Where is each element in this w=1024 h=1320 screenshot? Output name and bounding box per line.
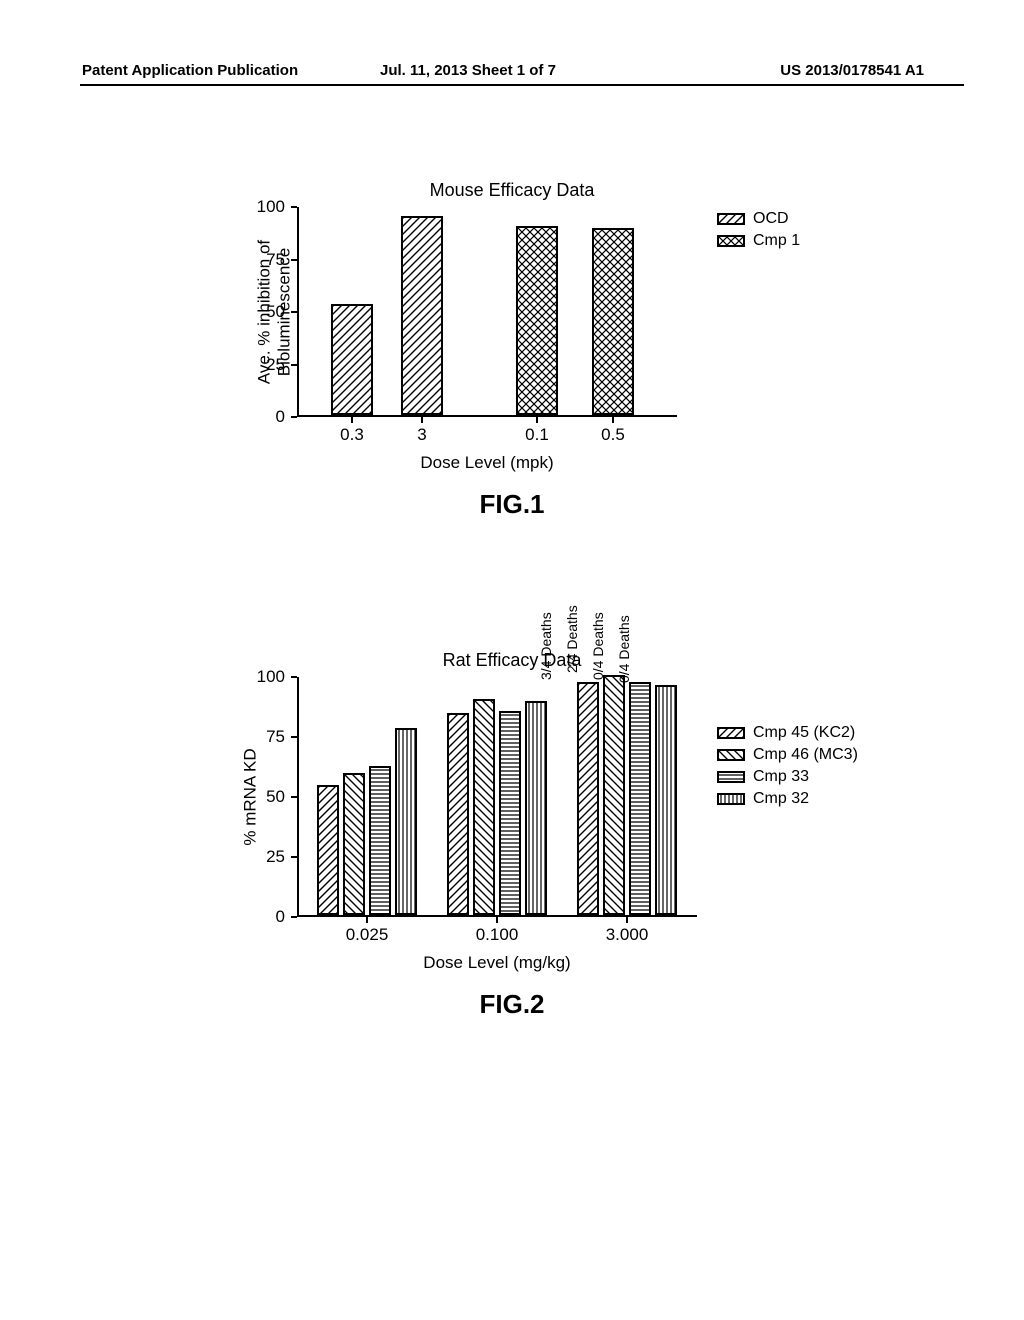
header-left: Patent Application Publication: [82, 62, 298, 79]
fig2-caption: FIG.2: [177, 989, 847, 1020]
figure-1: Mouse Efficacy Data Ave. % inhibition of…: [177, 180, 847, 540]
legend-label: Cmp 32: [753, 790, 809, 808]
legend-swatch-icon: [717, 235, 745, 247]
fig1-y-tick-label: 50: [266, 302, 297, 322]
fig1-plot-area: Ave. % inhibition of Bioluminescence Dos…: [297, 207, 677, 417]
legend-label: Cmp 33: [753, 768, 809, 786]
fig1-y-tick-label: 0: [276, 407, 297, 427]
fig2-bar-note: 3/4 Deaths: [538, 612, 554, 680]
legend-swatch-icon: [717, 727, 745, 739]
figure-2: Rat Efficacy Data % mRNA KD Dose Level (…: [177, 650, 847, 1090]
fig2-bar-g1-s0: [447, 713, 469, 915]
fig2-plot-area: % mRNA KD Dose Level (mg/kg) 02550751000…: [297, 677, 697, 917]
fig1-legend: OCD Cmp 1: [717, 210, 800, 254]
fig2-bar-g2-s0: 3/4 Deaths: [577, 682, 599, 915]
fig1-y-tick-label: 75: [266, 250, 297, 270]
fig1-x-tick-label: 0.1: [525, 417, 549, 445]
fig1-x-tick-label: 0.5: [601, 417, 625, 445]
fig2-x-tick-label: 3.000: [606, 917, 649, 945]
fig1-bar-0: [331, 304, 373, 415]
fig2-bar-note: 0/4 Deaths: [616, 615, 632, 683]
fig1-y-tick-label: 25: [266, 355, 297, 375]
fig2-bar-g1-s2: [499, 711, 521, 915]
fig2-x-tick-label: 0.025: [346, 917, 389, 945]
fig2-bar-g0-s0: [317, 785, 339, 915]
legend-swatch-icon: [717, 213, 745, 225]
fig2-x-tick-label: 0.100: [476, 917, 519, 945]
fig2-bar-g1-s1: [473, 699, 495, 915]
fig1-legend-item: Cmp 1: [717, 232, 800, 250]
fig2-y-tick-label: 0: [276, 907, 297, 927]
fig1-x-tick-label: 3: [417, 417, 426, 445]
fig2-legend-item: Cmp 33: [717, 768, 858, 786]
fig2-bar-g2-s2: 0/4 Deaths: [629, 682, 651, 915]
fig2-y-axis: [297, 677, 299, 917]
fig1-caption: FIG.1: [177, 489, 847, 520]
legend-label: Cmp 1: [753, 232, 800, 250]
fig2-bar-g2-s1: 2/4 Deaths: [603, 675, 625, 915]
fig2-y-tick-label: 100: [257, 667, 297, 687]
fig2-bar-g2-s3: 0/4 Deaths: [655, 685, 677, 915]
legend-swatch-icon: [717, 793, 745, 805]
fig2-bar-note: 0/4 Deaths: [590, 612, 606, 680]
legend-label: Cmp 46 (MC3): [753, 746, 858, 764]
fig2-y-tick-label: 50: [266, 787, 297, 807]
fig2-y-tick-label: 25: [266, 847, 297, 867]
fig1-y-tick-label: 100: [257, 197, 297, 217]
fig1-y-axis: [297, 207, 299, 417]
fig2-legend-item: Cmp 45 (KC2): [717, 724, 858, 742]
fig2-bar-g0-s1: [343, 773, 365, 915]
legend-swatch-icon: [717, 749, 745, 761]
fig1-bar-1: [401, 216, 443, 416]
legend-label: OCD: [753, 210, 789, 228]
legend-label: Cmp 45 (KC2): [753, 724, 855, 742]
fig2-bar-note: 2/4 Deaths: [564, 605, 580, 673]
fig2-y-tick-label: 75: [266, 727, 297, 747]
legend-swatch-icon: [717, 771, 745, 783]
header-rule: [80, 84, 964, 86]
fig1-bar-2: [516, 226, 558, 415]
fig2-bar-g0-s2: [369, 766, 391, 915]
fig2-legend-item: Cmp 46 (MC3): [717, 746, 858, 764]
fig2-legend: Cmp 45 (KC2) Cmp 46 (MC3) Cmp 33 Cmp 32: [717, 724, 858, 812]
fig1-bar-3: [592, 228, 634, 415]
fig2-y-label: % mRNA KD: [241, 748, 261, 845]
header-right: US 2013/0178541 A1: [780, 62, 924, 79]
fig1-legend-item: OCD: [717, 210, 800, 228]
header-middle: Jul. 11, 2013 Sheet 1 of 7: [380, 62, 556, 79]
fig1-x-tick-label: 0.3: [340, 417, 364, 445]
fig2-bar-g0-s3: [395, 728, 417, 915]
fig2-bar-g1-s3: [525, 701, 547, 915]
fig2-legend-item: Cmp 32: [717, 790, 858, 808]
